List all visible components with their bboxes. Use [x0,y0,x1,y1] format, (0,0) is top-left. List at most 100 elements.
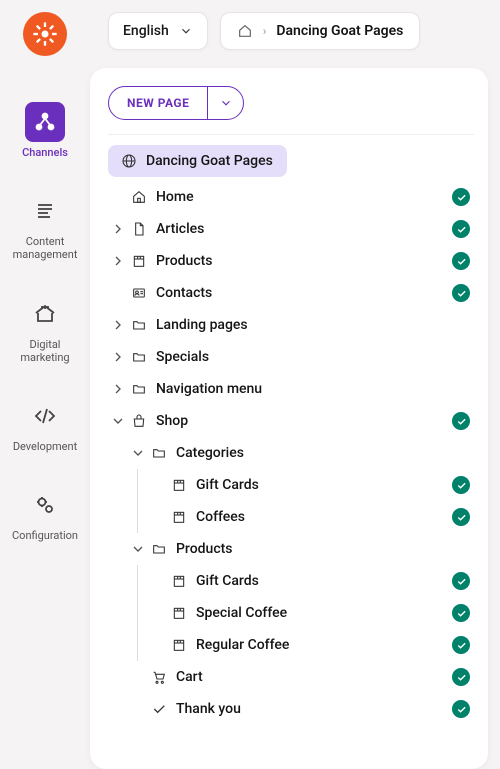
tree-row[interactable]: Cart [108,661,480,693]
content-icon [25,191,65,231]
chevron-down-icon[interactable] [128,445,148,461]
status-published-icon [452,668,470,686]
tree-row[interactable]: Shop [108,405,480,437]
sidebar-item-label: Channels [22,146,68,159]
tree-row-label: Regular Coffee [196,637,452,653]
box-icon [168,509,190,525]
tree-row[interactable]: Special Coffee [108,597,480,629]
status-published-icon [452,412,470,430]
language-label: English [123,23,169,39]
tree-root[interactable]: Dancing Goat Pages [108,145,287,177]
sidebar-item-label: Content management [9,235,81,261]
tree-row[interactable]: Coffees [108,501,480,533]
chevron-right-icon[interactable] [108,349,128,365]
tree-row-label: Products [176,541,470,557]
tree-row[interactable]: Articles [108,213,480,245]
tree-row[interactable]: Gift Cards [108,469,480,501]
box-icon [128,253,150,269]
tree-row-label: Categories [176,445,470,461]
folder-icon [148,445,170,461]
status-published-icon [452,220,470,238]
chevron-down-icon[interactable] [108,413,128,429]
status-published-icon [452,572,470,590]
tree-row[interactable]: Landing pages [108,309,480,341]
chevron-right-icon[interactable] [108,317,128,333]
status-published-icon [452,476,470,494]
status-published-icon [452,252,470,270]
tree-row[interactable]: Contacts [108,277,480,309]
tree-row[interactable]: Categories [108,437,480,469]
tree-row-label: Coffees [196,509,452,525]
status-published-icon [452,604,470,622]
home-icon [128,189,150,205]
shop-icon [128,413,150,429]
config-icon [25,485,65,525]
sidebar-item-label: Digital marketing [9,338,81,364]
tree-guide [128,565,148,597]
new-page-label[interactable]: NEW PAGE [109,87,207,119]
divider [108,134,474,135]
marketing-icon [25,294,65,334]
file-icon [128,221,150,237]
language-selector[interactable]: English [108,12,208,50]
folder-icon [148,541,170,557]
sidebar-item-channels[interactable]: Channels [5,94,85,167]
sidebar-item-configuration[interactable]: Configuration [5,477,85,550]
box-icon [168,605,190,621]
globe-icon [118,153,140,169]
sidebar-item-label: Development [13,440,77,453]
chevron-right-icon[interactable] [108,253,128,269]
breadcrumb-separator: › [263,24,267,38]
breadcrumb-title: Dancing Goat Pages [276,23,403,39]
chevron-down-icon [179,24,193,38]
chevron-right-icon[interactable] [108,221,128,237]
topbar: English › Dancing Goat Pages [90,12,488,50]
tree-row-label: Gift Cards [196,477,452,493]
tree-guide [128,501,148,533]
folder-icon [128,349,150,365]
tree-row-label: Landing pages [156,317,470,333]
sidebar-item-development[interactable]: Development [5,388,85,461]
box-icon [168,573,190,589]
new-page-button[interactable]: NEW PAGE [108,86,244,120]
tree-row-label: Products [156,253,452,269]
tree-guide [128,597,148,629]
chevron-down-icon[interactable] [128,541,148,557]
tree-row[interactable]: Home [108,181,480,213]
tree-row-label: Contacts [156,285,452,301]
tree-row-label: Home [156,189,452,205]
page-tree: Dancing Goat Pages Home Articles Products C… [108,145,480,725]
folder-icon [128,381,150,397]
tree-row-label: Gift Cards [196,573,452,589]
chevron-down-icon [219,96,233,110]
tree-row[interactable]: Regular Coffee [108,629,480,661]
tree-row-label: Thank you [176,701,452,717]
tree-row-label: Cart [176,669,452,685]
brand-logo [23,12,67,56]
sidebar-item-content-management[interactable]: Content management [5,183,85,269]
status-published-icon [452,284,470,302]
tree-row[interactable]: Gift Cards [108,565,480,597]
sidebar: Channels Content management Digital mark… [0,0,90,769]
box-icon [168,477,190,493]
chevron-right-icon[interactable] [108,381,128,397]
tree-row[interactable]: Products [108,245,480,277]
status-published-icon [452,508,470,526]
tree-row[interactable]: Specials [108,341,480,373]
status-published-icon [452,188,470,206]
code-icon [25,396,65,436]
tree-row-label: Navigation menu [156,381,470,397]
tree-row[interactable]: Products [108,533,480,565]
breadcrumb[interactable]: › Dancing Goat Pages [220,12,421,50]
folder-icon [128,317,150,333]
tree-row-label: Special Coffee [196,605,452,621]
tree-guide [128,469,148,501]
status-published-icon [452,700,470,718]
tree-row[interactable]: Navigation menu [108,373,480,405]
new-page-dropdown[interactable] [207,87,243,119]
tree-row-label: Specials [156,349,470,365]
cart-icon [148,669,170,685]
sidebar-item-digital-marketing[interactable]: Digital marketing [5,286,85,372]
status-published-icon [452,636,470,654]
tree-row[interactable]: Thank you [108,693,480,725]
